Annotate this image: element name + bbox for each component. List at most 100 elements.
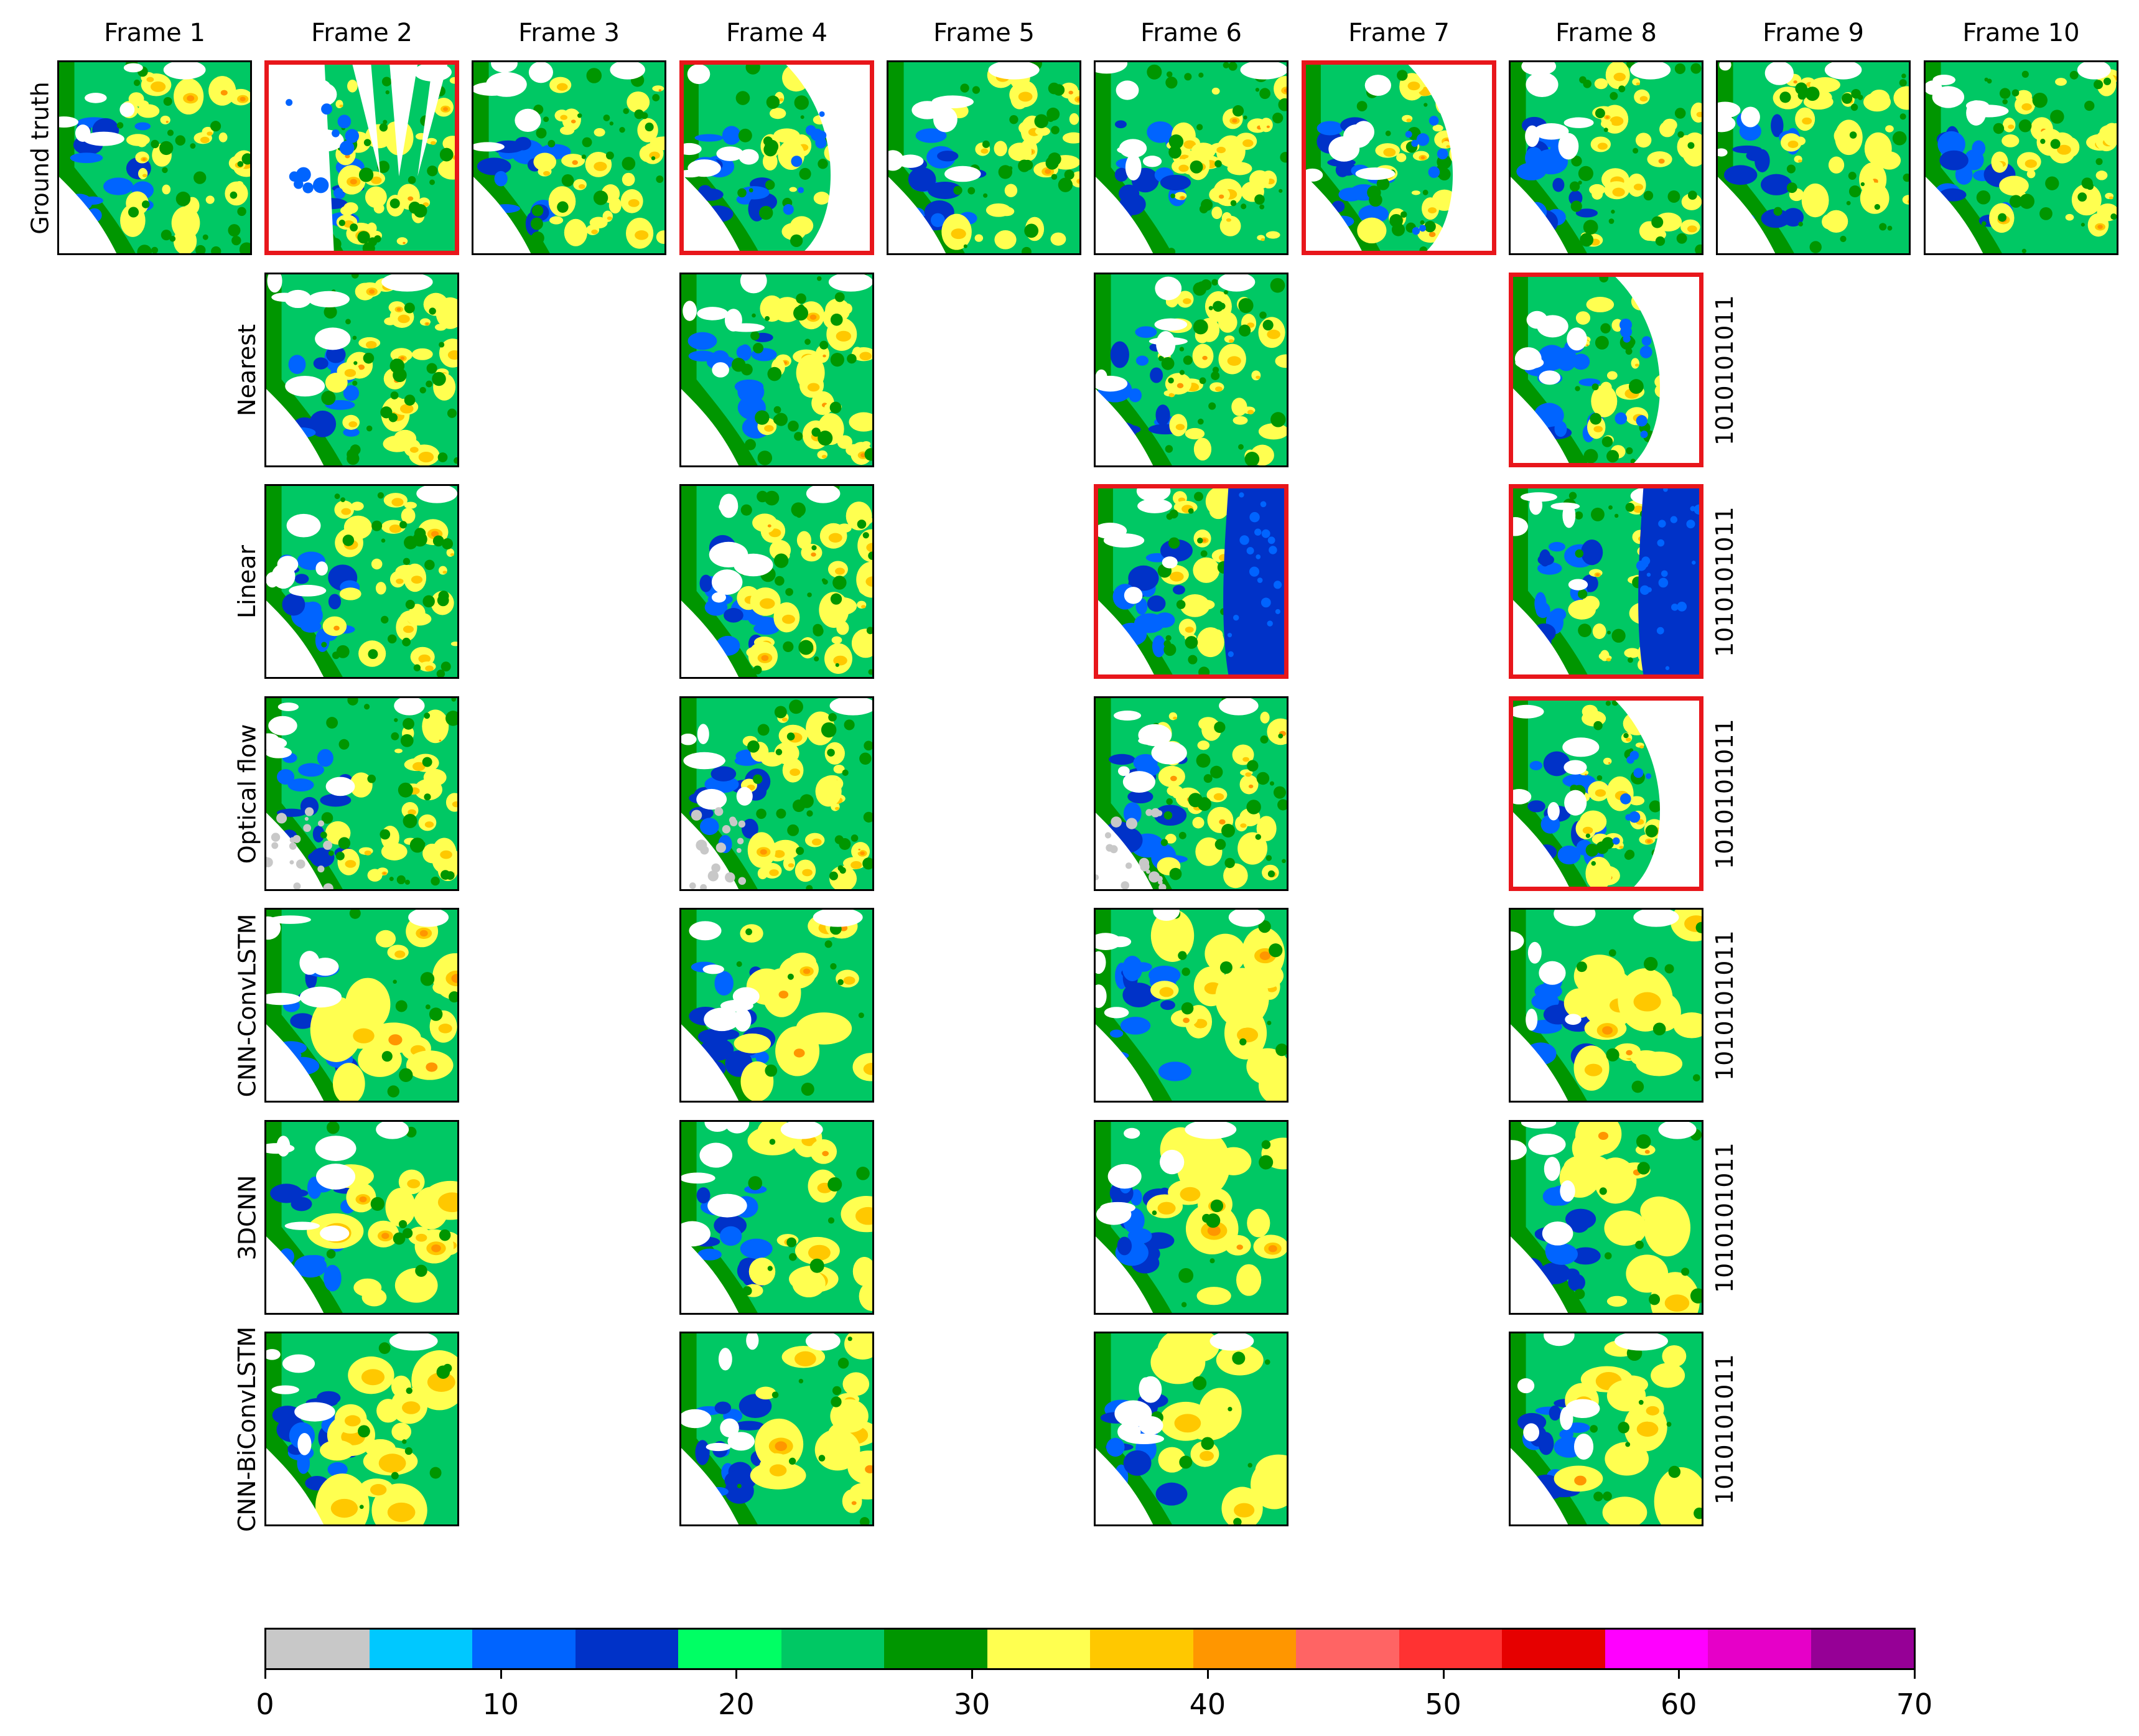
radar-panel: [1094, 273, 1289, 467]
radar-field: [1513, 277, 1699, 463]
colorbar-segment: [884, 1630, 987, 1668]
radar-field: [1096, 910, 1287, 1101]
colorbar-segment: [1605, 1630, 1708, 1668]
radar-field: [1511, 1333, 1702, 1524]
radar-field: [681, 486, 872, 677]
radar-field: [684, 65, 870, 251]
colorbar-tick: [500, 1670, 502, 1679]
frame-title: Frame 1: [104, 19, 205, 47]
frame-title: Frame 4: [726, 19, 827, 47]
radar-field: [266, 1122, 457, 1313]
colorbar-tick-label: 70: [1896, 1687, 1933, 1721]
radar-panel-missing: [679, 60, 874, 255]
radar-panel: [1509, 908, 1703, 1103]
radar-field: [266, 698, 457, 889]
radar-panel: [264, 1120, 459, 1315]
radar-field: [681, 274, 872, 465]
frame-title: Frame 8: [1555, 19, 1657, 47]
colorbar-segment: [1502, 1630, 1605, 1668]
radar-panel-missing: [1094, 484, 1289, 679]
radar-panel-missing: [1302, 60, 1496, 255]
radar-field: [888, 62, 1079, 253]
colorbar-tick-label: 0: [256, 1687, 274, 1721]
radar-panel: [679, 484, 874, 679]
colorbar-tick-label: 30: [953, 1687, 990, 1721]
radar-panel: [264, 484, 459, 679]
colorbar-tick: [264, 1670, 266, 1679]
mask-sequence-label: 1010101011: [1711, 718, 1738, 869]
radar-panel-missing: [1509, 696, 1703, 891]
radar-panel: [1094, 1332, 1289, 1526]
mask-sequence-label: 1010101011: [1711, 930, 1738, 1081]
radar-panel: [264, 908, 459, 1103]
radar-field: [1926, 62, 2117, 253]
colorbar-segment: [781, 1630, 884, 1668]
colorbar-tick: [1914, 1670, 1916, 1679]
radar-panel: [1094, 1120, 1289, 1315]
colorbar-tick-label: 10: [482, 1687, 519, 1721]
radar-field: [1513, 701, 1699, 887]
radar-field: [1096, 62, 1287, 253]
colorbar-segment: [1399, 1630, 1502, 1668]
mask-sequence-label: 1010101011: [1711, 1142, 1738, 1293]
radar-panel: [57, 60, 252, 255]
radar-field: [266, 274, 457, 465]
colorbar-segment: [1296, 1630, 1399, 1668]
colorbar-tick-label: 60: [1661, 1687, 1697, 1721]
radar-panel: [679, 1332, 874, 1526]
radar-field: [1718, 62, 1909, 253]
radar-field: [681, 910, 872, 1101]
colorbar-segment: [1090, 1630, 1193, 1668]
mask-sequence-label: 1010101011: [1711, 294, 1738, 446]
row-label: Linear: [233, 544, 261, 618]
colorbar-segment: [678, 1630, 781, 1668]
colorbar-tick: [1442, 1670, 1445, 1679]
radar-field: [681, 1122, 872, 1313]
radar-field: [1096, 1122, 1287, 1313]
colorbar-segment: [266, 1630, 370, 1668]
frame-title: Frame 10: [1962, 19, 2080, 47]
radar-field: [1096, 698, 1287, 889]
radar-field: [1511, 62, 1702, 253]
colorbar-segment: [1708, 1630, 1811, 1668]
radar-panel: [1094, 60, 1289, 255]
radar-panel: [264, 1332, 459, 1526]
radar-field: [269, 65, 455, 251]
radar-panel-missing: [1509, 273, 1703, 467]
frame-title: Frame 2: [311, 19, 412, 47]
radar-panel: [1509, 60, 1703, 255]
colorbar-tick-label: 50: [1425, 1687, 1461, 1721]
radar-field: [681, 1333, 872, 1524]
radar-panel: [264, 273, 459, 467]
row-label: 3DCNN: [233, 1175, 261, 1260]
radar-panel-missing: [1509, 484, 1703, 679]
radar-field: [59, 62, 250, 253]
frame-title: Frame 9: [1763, 19, 1864, 47]
colorbar-tick: [735, 1670, 738, 1679]
radar-panel: [679, 696, 874, 891]
radar-panel: [472, 60, 666, 255]
colorbar: [264, 1628, 1916, 1670]
frame-title: Frame 3: [518, 19, 620, 47]
radar-field: [681, 698, 872, 889]
mask-sequence-label: 1010101011: [1711, 506, 1738, 657]
mask-sequence-label: 1010101011: [1711, 1353, 1738, 1505]
colorbar-segment: [987, 1630, 1090, 1668]
colorbar-segment: [1810, 1630, 1914, 1668]
radar-field: [1096, 1333, 1287, 1524]
radar-panel: [1509, 1332, 1703, 1526]
colorbar-segment: [472, 1630, 576, 1668]
colorbar-tick: [1206, 1670, 1209, 1679]
colorbar-tick-label: 20: [718, 1687, 755, 1721]
radar-panel: [679, 908, 874, 1103]
frame-title: Frame 5: [933, 19, 1035, 47]
radar-panel-missing: [264, 60, 459, 255]
row-label: CNN-BiConvLSTM: [233, 1326, 261, 1532]
colorbar-tick-label: 40: [1189, 1687, 1226, 1721]
radar-field: [1511, 1122, 1702, 1313]
row-label: CNN-ConvLSTM: [233, 913, 261, 1097]
radar-field: [266, 1333, 457, 1524]
radar-field: [1513, 488, 1699, 674]
radar-field: [473, 62, 664, 253]
